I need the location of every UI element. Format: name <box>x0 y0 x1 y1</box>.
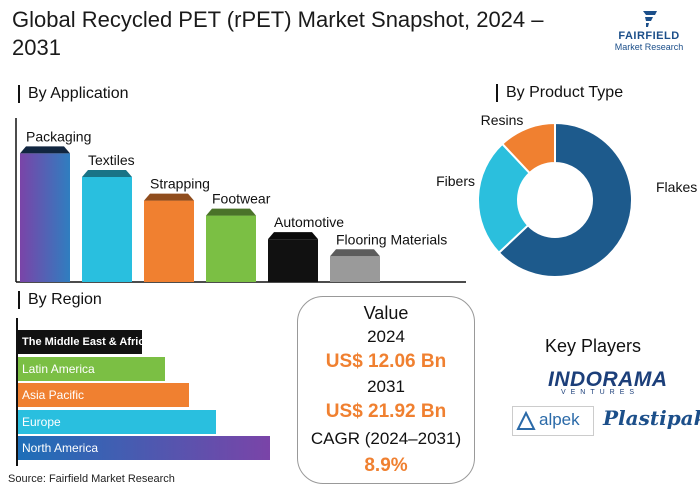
product-type-chart: Flakes Fibers Resins <box>436 112 697 278</box>
logo-sub: Market Research <box>614 42 684 52</box>
application-bar-cap <box>206 208 256 216</box>
application-bar-label: Footwear <box>212 191 271 207</box>
product-type-slice <box>497 121 633 278</box>
source-note: Source: Fairfield Market Research <box>8 473 175 485</box>
cagr-label: CAGR (2024–2031) <box>310 429 462 448</box>
region-section-title: By Region <box>18 291 102 309</box>
region-bar: North America <box>18 436 271 460</box>
value-year-2031: 2031 <box>367 377 405 396</box>
alpek-icon <box>516 411 536 430</box>
product-type-slice <box>477 142 532 255</box>
alpek-name: alpek <box>539 410 580 429</box>
product-type-label: Resins <box>481 112 524 128</box>
application-bar <box>268 239 318 282</box>
key-players-title: Key Players <box>545 336 642 356</box>
application-bar-cap <box>82 170 132 177</box>
value-year-2024: 2024 <box>367 327 405 346</box>
fairfield-logo: FAIRFIELD Market Research <box>604 8 694 52</box>
value-2024: US$ 12.06 Bn <box>325 351 447 372</box>
product-type-label: Flakes <box>656 179 697 195</box>
application-bar-label: Strapping <box>150 176 210 192</box>
application-bar <box>20 153 70 282</box>
application-section-title: By Application <box>18 85 129 103</box>
application-bar <box>206 215 256 282</box>
indorama-tagline: VENTURES <box>560 389 640 396</box>
region-bar-label: North America <box>22 441 99 455</box>
application-bar-label: Flooring Materials <box>336 231 447 247</box>
alpek-logo: alpek <box>512 406 594 436</box>
value-box: Value 2024 US$ 12.06 Bn 2031 US$ 21.92 B… <box>297 296 475 484</box>
plastipak-name: Plastipak <box>603 406 700 430</box>
application-bar-label: Textiles <box>88 152 135 168</box>
region-bar: Asia Pacific <box>18 383 189 407</box>
application-bar <box>82 177 132 282</box>
application-bar-label: Automotive <box>274 214 344 230</box>
application-bar-cap <box>330 249 380 257</box>
product-type-section-title: By Product Type <box>496 84 623 102</box>
application-bar-cap <box>268 232 318 240</box>
region-bar-label: Latin America <box>22 361 95 376</box>
application-bar-cap <box>144 193 194 201</box>
product-type-slice <box>500 121 556 175</box>
application-bar <box>144 200 194 282</box>
region-bar-label: The Middle East & Africa <box>22 336 151 348</box>
value-2031: US$ 21.92 Bn <box>325 401 447 422</box>
product-type-label: Fibers <box>436 173 475 189</box>
logo-brand: FAIRFIELD <box>618 30 680 42</box>
region-bar-label: Europe <box>22 414 61 429</box>
region-bar: The Middle East & Africa <box>18 330 151 354</box>
application-chart: Packaging Textiles StrappingFootwearAutomo… <box>15 118 466 283</box>
region-bar-label: Asia Pacific <box>22 388 85 402</box>
application-bar-cap <box>20 146 70 154</box>
region-chart: The Middle East & Africa Latin America Asi… <box>0 318 290 468</box>
fairfield-logo-icon <box>643 11 657 27</box>
application-bar-label: Packaging <box>26 128 91 144</box>
value-heading: Value <box>363 303 409 323</box>
region-axis <box>16 318 18 466</box>
region-bar: Europe <box>18 409 216 434</box>
page-title: Global Recycled PET (rPET) Market Snapsh… <box>12 7 544 60</box>
indorama-logo: INDORAMA VENTURES <box>548 368 668 402</box>
application-bar <box>330 256 380 282</box>
region-bar: Latin America <box>18 356 166 381</box>
indorama-name: INDORAMA <box>548 368 668 391</box>
cagr-value: 8.9% <box>364 455 408 476</box>
